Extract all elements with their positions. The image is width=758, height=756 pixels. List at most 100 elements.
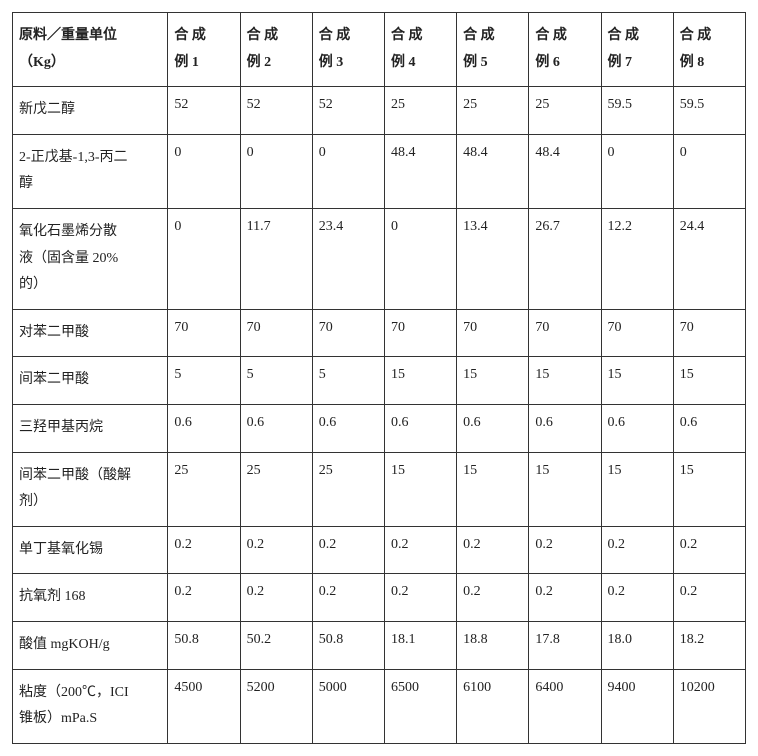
data-cell: 0.2 [168,574,240,622]
header-label-line: 合 成 [463,23,522,50]
row-label: 酸值 mgKOH/g [13,621,168,669]
data-cell: 0.2 [168,526,240,574]
data-cell: 50.2 [240,621,312,669]
header-label-line: 例 5 [463,50,522,77]
data-cell: 25 [457,87,529,135]
data-cell: 15 [529,452,601,526]
data-cell: 10200 [673,669,745,743]
data-cell: 18.1 [384,621,456,669]
data-cell: 0.6 [529,404,601,452]
row-label-line: 新戊二醇 [19,97,161,124]
data-cell: 0 [240,134,312,208]
row-label-line: 的） [19,272,161,299]
table-row: 间苯二甲酸（酸解剂）2525251515151515 [13,452,746,526]
data-cell: 0.6 [312,404,384,452]
data-cell: 0 [601,134,673,208]
data-cell: 70 [673,309,745,357]
data-cell: 13.4 [457,208,529,309]
row-label: 对苯二甲酸 [13,309,168,357]
data-cell: 5 [312,357,384,405]
data-cell: 48.4 [384,134,456,208]
data-cell: 25 [240,452,312,526]
header-label-line: 合 成 [247,23,306,50]
data-cell: 25 [312,452,384,526]
header-label-line: 例 8 [680,50,739,77]
row-label-line: 剂） [19,489,161,516]
data-cell: 15 [457,452,529,526]
data-cell: 0.2 [673,526,745,574]
data-cell: 5200 [240,669,312,743]
data-cell: 0.2 [457,574,529,622]
data-cell: 9400 [601,669,673,743]
data-cell: 18.8 [457,621,529,669]
data-cell: 0.2 [384,574,456,622]
row-label: 三羟甲基丙烷 [13,404,168,452]
row-label-line: 氧化石墨烯分散 [19,219,161,246]
data-cell: 15 [673,357,745,405]
header-label-line: 合 成 [174,23,233,50]
header-example-5: 合 成 例 5 [457,13,529,87]
data-cell: 0.6 [457,404,529,452]
data-cell: 0.2 [601,574,673,622]
data-cell: 15 [384,452,456,526]
row-label-line: 液（固含量 20% [19,246,161,273]
data-cell: 15 [457,357,529,405]
data-cell: 0.2 [529,574,601,622]
table-row: 抗氧剂 1680.20.20.20.20.20.20.20.2 [13,574,746,622]
header-example-1: 合 成 例 1 [168,13,240,87]
row-label: 间苯二甲酸（酸解剂） [13,452,168,526]
table-row: 粘度（200℃，ICI锥板）mPa.S450052005000650061006… [13,669,746,743]
data-cell: 50.8 [312,621,384,669]
data-cell: 6500 [384,669,456,743]
data-cell: 70 [312,309,384,357]
data-cell: 18.0 [601,621,673,669]
data-cell: 11.7 [240,208,312,309]
data-cell: 70 [457,309,529,357]
header-label-line: 合 成 [319,23,378,50]
header-example-2: 合 成 例 2 [240,13,312,87]
data-cell: 6100 [457,669,529,743]
data-cell: 0.2 [384,526,456,574]
row-label: 抗氧剂 168 [13,574,168,622]
composition-table: 原料／重量单位 （Kg） 合 成 例 1 合 成 例 2 合 成 例 3 合 成… [12,12,746,744]
data-cell: 59.5 [673,87,745,135]
header-example-3: 合 成 例 3 [312,13,384,87]
data-cell: 15 [384,357,456,405]
data-cell: 48.4 [457,134,529,208]
data-cell: 17.8 [529,621,601,669]
row-label-line: 间苯二甲酸（酸解 [19,463,161,490]
header-label-line: 例 1 [174,50,233,77]
data-cell: 25 [529,87,601,135]
data-cell: 70 [384,309,456,357]
table-row: 新戊二醇52525225252559.559.5 [13,87,746,135]
data-cell: 5000 [312,669,384,743]
row-label: 间苯二甲酸 [13,357,168,405]
data-cell: 12.2 [601,208,673,309]
row-label-line: 单丁基氧化锡 [19,537,161,564]
table-body: 新戊二醇52525225252559.559.52-正戊基-1,3-丙二醇000… [13,87,746,744]
data-cell: 59.5 [601,87,673,135]
header-label-line: 例 3 [319,50,378,77]
row-label-line: 醇 [19,171,161,198]
table-row: 单丁基氧化锡0.20.20.20.20.20.20.20.2 [13,526,746,574]
data-cell: 0.6 [168,404,240,452]
table-row: 三羟甲基丙烷0.60.60.60.60.60.60.60.6 [13,404,746,452]
data-cell: 25 [384,87,456,135]
data-cell: 48.4 [529,134,601,208]
row-label-line: 抗氧剂 168 [19,584,161,611]
data-cell: 0 [168,208,240,309]
data-cell: 15 [601,357,673,405]
data-cell: 0.2 [240,574,312,622]
header-example-6: 合 成 例 6 [529,13,601,87]
data-cell: 0 [312,134,384,208]
data-cell: 0.2 [312,526,384,574]
table-row: 酸值 mgKOH/g50.850.250.818.118.817.818.018… [13,621,746,669]
data-cell: 15 [601,452,673,526]
data-cell: 25 [168,452,240,526]
header-label-line: 合 成 [680,23,739,50]
data-cell: 0.2 [312,574,384,622]
data-cell: 0.2 [529,526,601,574]
table-header-row: 原料／重量单位 （Kg） 合 成 例 1 合 成 例 2 合 成 例 3 合 成… [13,13,746,87]
data-cell: 15 [673,452,745,526]
table-row: 氧化石墨烯分散液（固含量 20%的）011.723.4013.426.712.2… [13,208,746,309]
